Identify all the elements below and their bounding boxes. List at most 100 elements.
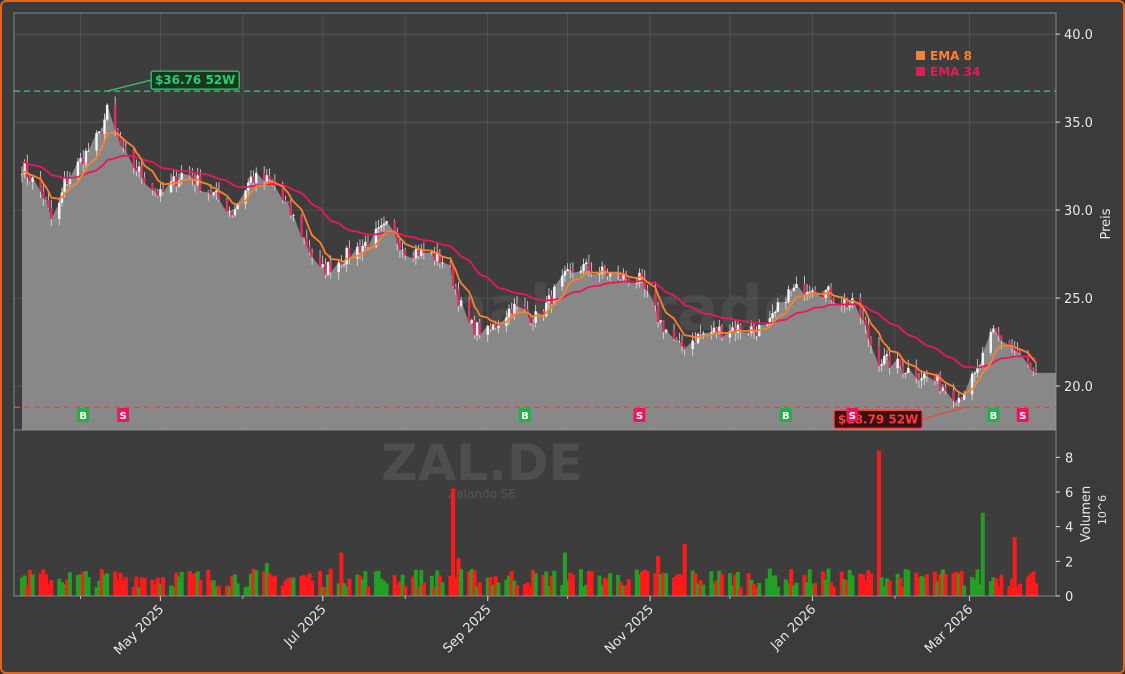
volume-bar	[783, 579, 788, 596]
volume-bar	[767, 568, 772, 596]
signal-label: S	[1019, 411, 1026, 422]
candle-body	[180, 173, 183, 181]
candle-body	[805, 291, 809, 295]
x-tick-label: Mar 2026	[922, 602, 976, 656]
candle-body	[103, 119, 106, 134]
candle-body	[640, 272, 644, 278]
volume-bar	[270, 576, 275, 596]
volume-bar	[121, 580, 126, 596]
annotation-box	[150, 70, 240, 90]
candle-body	[867, 325, 870, 339]
candle-body	[960, 397, 963, 400]
volume-bar	[280, 586, 285, 596]
candle-body	[901, 366, 905, 374]
volume-bar	[645, 571, 650, 596]
volume-bar	[578, 569, 583, 596]
candle-body	[656, 305, 660, 323]
volume-bar	[365, 586, 370, 596]
volume-bar	[137, 587, 142, 596]
candle-body	[489, 325, 492, 330]
candle-body	[382, 223, 386, 226]
candle-body	[326, 261, 330, 275]
volume-bar	[821, 571, 826, 596]
candle-body	[659, 320, 662, 323]
volume-bar	[544, 571, 549, 596]
volume-bar	[363, 571, 368, 596]
volume-bar	[807, 569, 812, 596]
candle-body	[715, 327, 718, 334]
volume-bar	[78, 574, 83, 596]
x-tick-label: Nov 2025	[602, 602, 657, 657]
candle-body	[691, 340, 694, 350]
candle-body	[497, 325, 500, 329]
candle-body	[430, 252, 434, 254]
volume-bar	[491, 584, 496, 596]
candle-body	[646, 288, 649, 291]
candle-body	[622, 273, 625, 280]
volume-bar	[150, 579, 155, 596]
volume-bar	[251, 568, 256, 596]
candle-body	[1032, 368, 1035, 372]
candle-body	[861, 316, 865, 320]
candle-body	[792, 287, 796, 291]
volume-bar	[65, 579, 70, 596]
candle-body	[832, 299, 835, 303]
volume-bar	[975, 569, 980, 596]
volume-bar	[179, 571, 184, 596]
volume-bar	[208, 580, 213, 596]
candle-body	[161, 189, 165, 193]
legend-swatch-ema8	[916, 51, 925, 60]
candle-body	[42, 191, 45, 199]
candle-body	[643, 277, 646, 289]
candle-body	[710, 332, 713, 334]
candle-body	[28, 176, 32, 182]
volume-bar	[99, 569, 104, 596]
volume-bar	[1026, 576, 1031, 596]
candle-body	[619, 272, 623, 280]
volume-bar	[938, 574, 943, 596]
volume-bar	[940, 569, 945, 596]
volume-tick-label: 8	[1065, 451, 1073, 466]
candle-body	[899, 358, 902, 367]
sell-signal	[1016, 408, 1029, 422]
candle-body	[270, 179, 274, 181]
candle-body	[1029, 364, 1032, 369]
volume-bar	[954, 571, 959, 596]
candle-body	[859, 298, 862, 317]
signal-label: S	[849, 411, 856, 422]
candle-body	[662, 320, 665, 332]
volume-bar	[134, 576, 139, 596]
volume-bar	[246, 586, 251, 596]
candle-body	[364, 241, 367, 246]
volume-bar	[658, 574, 663, 596]
volume-bar	[970, 577, 975, 596]
candle-body	[789, 289, 793, 291]
candle-body	[417, 249, 420, 256]
volume-bar	[730, 585, 735, 596]
volume-bar	[227, 586, 232, 596]
volume-bar	[347, 578, 352, 596]
volume-bar	[738, 587, 743, 596]
volume-bar	[115, 579, 120, 596]
volume-bar	[1012, 537, 1017, 596]
volume-bar	[879, 577, 884, 596]
volume-bar	[512, 580, 517, 596]
candle-body	[587, 262, 591, 271]
candle-body	[385, 221, 388, 224]
volume-bar	[842, 579, 847, 596]
volume-bar	[525, 582, 530, 596]
candle-body	[523, 306, 527, 310]
volume-bar	[956, 573, 961, 596]
volume-bar	[286, 578, 291, 596]
x-tick-label: Sep 2025	[440, 602, 494, 656]
candle-body	[1034, 371, 1038, 373]
candle-body	[938, 374, 942, 391]
candle-body	[776, 302, 780, 312]
volume-bar	[310, 580, 315, 596]
volume-bar	[884, 578, 889, 596]
volume-bar	[845, 580, 850, 596]
volume-bar	[25, 584, 30, 596]
volume-bar	[161, 577, 166, 596]
